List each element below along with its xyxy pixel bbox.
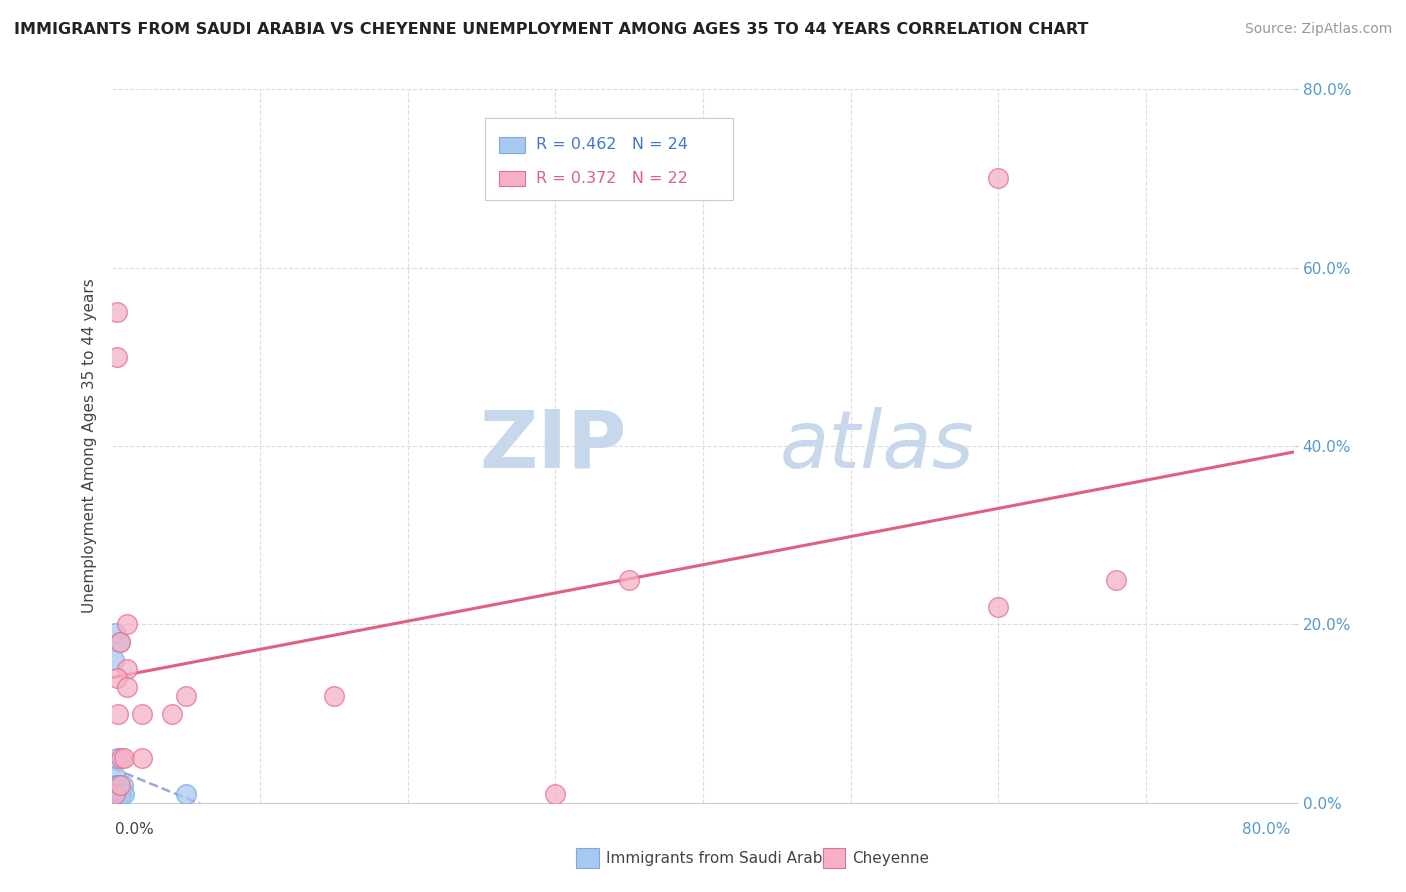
Point bbox=[104, 626, 127, 640]
Point bbox=[544, 787, 567, 801]
Point bbox=[117, 662, 138, 676]
Point bbox=[108, 778, 131, 792]
Point bbox=[104, 787, 127, 801]
Point bbox=[117, 680, 138, 694]
Point bbox=[323, 689, 346, 703]
Point bbox=[174, 787, 197, 801]
Point bbox=[108, 787, 131, 801]
Text: Source: ZipAtlas.com: Source: ZipAtlas.com bbox=[1244, 22, 1392, 37]
FancyBboxPatch shape bbox=[485, 118, 733, 200]
Text: IMMIGRANTS FROM SAUDI ARABIA VS CHEYENNE UNEMPLOYMENT AMONG AGES 35 TO 44 YEARS : IMMIGRANTS FROM SAUDI ARABIA VS CHEYENNE… bbox=[14, 22, 1088, 37]
Point bbox=[107, 787, 129, 801]
Point bbox=[110, 751, 132, 765]
Point bbox=[105, 778, 128, 792]
Point bbox=[104, 787, 127, 801]
Point bbox=[104, 769, 127, 783]
Point bbox=[105, 671, 128, 685]
Point bbox=[987, 171, 1010, 186]
FancyBboxPatch shape bbox=[499, 170, 524, 186]
Point bbox=[160, 706, 183, 721]
Point bbox=[110, 787, 132, 801]
Point bbox=[108, 635, 131, 649]
Text: atlas: atlas bbox=[780, 407, 974, 485]
Point bbox=[105, 782, 128, 797]
Point bbox=[111, 778, 134, 792]
Point bbox=[105, 305, 128, 319]
Point bbox=[104, 787, 127, 801]
Text: R = 0.462   N = 24: R = 0.462 N = 24 bbox=[537, 137, 689, 153]
Point bbox=[107, 778, 129, 792]
Point bbox=[131, 751, 153, 765]
Point bbox=[110, 787, 132, 801]
Point bbox=[107, 706, 129, 721]
Text: R = 0.372   N = 22: R = 0.372 N = 22 bbox=[537, 171, 689, 186]
Point bbox=[1105, 573, 1128, 587]
FancyBboxPatch shape bbox=[499, 137, 524, 153]
Text: 80.0%: 80.0% bbox=[1243, 822, 1291, 837]
Y-axis label: Unemployment Among Ages 35 to 44 years: Unemployment Among Ages 35 to 44 years bbox=[82, 278, 97, 614]
Text: ZIP: ZIP bbox=[479, 407, 626, 485]
Text: 0.0%: 0.0% bbox=[115, 822, 155, 837]
Point bbox=[103, 787, 125, 801]
Point bbox=[103, 653, 125, 667]
Text: Immigrants from Saudi Arabia: Immigrants from Saudi Arabia bbox=[606, 851, 837, 865]
Text: Cheyenne: Cheyenne bbox=[852, 851, 929, 865]
Point bbox=[105, 350, 128, 364]
Point bbox=[105, 787, 128, 801]
Point bbox=[104, 778, 127, 792]
Point bbox=[131, 706, 153, 721]
Point bbox=[103, 791, 125, 805]
Point bbox=[112, 751, 135, 765]
Point bbox=[987, 599, 1010, 614]
Point bbox=[108, 635, 131, 649]
Point bbox=[112, 787, 135, 801]
Point bbox=[117, 617, 138, 632]
Point bbox=[105, 751, 128, 765]
Point bbox=[619, 573, 641, 587]
Point bbox=[103, 787, 125, 801]
Point bbox=[103, 787, 125, 801]
Point bbox=[174, 689, 197, 703]
Point bbox=[107, 778, 129, 792]
